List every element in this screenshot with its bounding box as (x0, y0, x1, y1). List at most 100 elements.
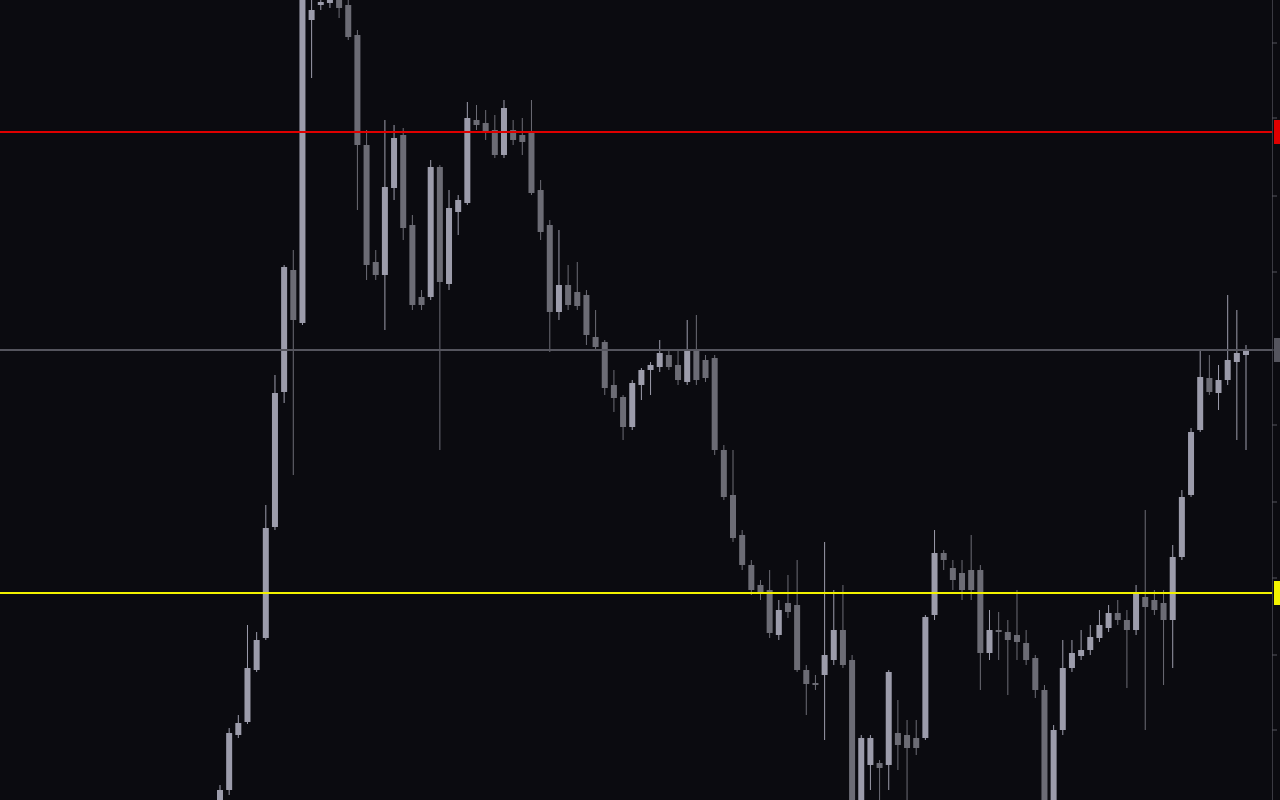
candle-body (995, 630, 1002, 632)
candle-body (1233, 353, 1240, 362)
candle-body (858, 738, 865, 800)
candle-body (217, 790, 223, 800)
candle-body (244, 668, 251, 722)
candle-body (1013, 635, 1020, 642)
candle-body (1243, 349, 1249, 355)
candle-body (482, 123, 489, 132)
candle-body (1068, 653, 1075, 668)
candle-body (345, 5, 352, 37)
candle-body (491, 130, 498, 155)
candle-body (592, 337, 599, 347)
candle-body (1142, 597, 1149, 607)
candle-body (720, 450, 727, 497)
candle-body (281, 267, 288, 392)
candle-body (473, 120, 480, 125)
candle-body (894, 733, 901, 745)
candle-body (684, 350, 691, 382)
candle-body (1197, 377, 1204, 430)
level-marker (1274, 338, 1280, 362)
candle-body (400, 135, 407, 228)
candle-body (427, 167, 434, 297)
candle-body (885, 672, 892, 765)
candle-body (620, 397, 627, 427)
candle-body (418, 297, 425, 305)
candle-body (326, 0, 333, 3)
candle-body (931, 553, 938, 615)
candle-body (363, 145, 370, 265)
candle-body (1160, 603, 1167, 620)
candle-body (1178, 497, 1185, 557)
candle-body (730, 495, 736, 538)
candle-body (271, 393, 278, 527)
candle-body (1078, 650, 1085, 656)
candle-body (354, 35, 361, 145)
candle-body (235, 723, 242, 735)
candle-body (290, 270, 297, 320)
candle-body (372, 262, 379, 275)
candle-body (336, 0, 343, 8)
candle-body (629, 383, 636, 427)
candle-body (867, 738, 874, 765)
candle-body (766, 590, 773, 633)
candle-body (711, 358, 718, 450)
candle-body (1041, 690, 1048, 800)
candle-body (812, 683, 819, 685)
candle-body (904, 735, 911, 748)
level-marker (1274, 120, 1280, 144)
candle-body (537, 190, 544, 232)
candle-body (675, 365, 682, 380)
candle-body (464, 118, 471, 203)
candle-body (610, 385, 617, 398)
candle-body (1023, 643, 1030, 660)
candle-body (1133, 593, 1140, 630)
candle-body (1215, 380, 1222, 393)
candle-body (986, 630, 993, 653)
candle-body (1151, 600, 1158, 610)
candle-body (647, 365, 654, 370)
candle-body (638, 370, 645, 385)
candle-body (959, 573, 966, 590)
candle-body (1169, 557, 1176, 620)
candle-body (876, 763, 883, 768)
candle-body (849, 660, 856, 800)
candle-body (757, 585, 764, 592)
candle-body (1188, 432, 1195, 495)
candle-body (1032, 658, 1039, 690)
candle-body (583, 295, 590, 335)
candle-body (794, 605, 801, 670)
candle-body (574, 292, 581, 306)
candle-body (381, 187, 388, 275)
candle-body (693, 350, 700, 380)
candle-body (446, 208, 453, 284)
candle-body (784, 603, 791, 612)
candle-body (528, 133, 535, 193)
candle-body (565, 285, 572, 305)
candle-body (940, 553, 947, 560)
candle-body (949, 568, 956, 580)
candle-body (510, 130, 517, 140)
candle-body (409, 225, 416, 305)
candle-body (977, 570, 984, 653)
candle-body (665, 355, 672, 367)
candle-body (317, 2, 324, 5)
candle-body (739, 535, 746, 565)
candle-body (1004, 632, 1011, 640)
candle-body (922, 617, 929, 738)
level-marker (1274, 581, 1280, 605)
candle-body (391, 138, 398, 188)
candle-body (546, 225, 553, 312)
candle-body (1096, 625, 1103, 638)
candle-body (555, 285, 562, 312)
candle-body (455, 200, 462, 212)
candle-body (436, 167, 443, 282)
candle-body (1050, 730, 1057, 800)
candle-body (226, 733, 233, 790)
candle-body (1059, 668, 1066, 730)
candle-body (519, 135, 526, 142)
candle-body (601, 342, 608, 388)
candle-body (1123, 620, 1130, 630)
candle-body (1114, 613, 1121, 620)
candle-body (253, 640, 260, 670)
